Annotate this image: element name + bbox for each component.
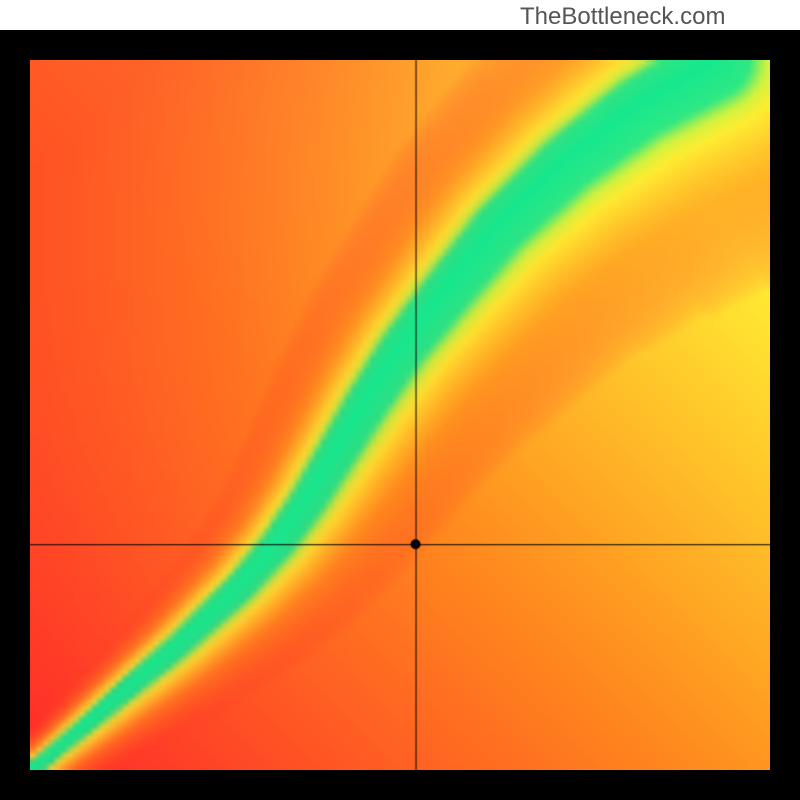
heatmap-canvas: [30, 60, 770, 770]
watermark: TheBottleneck.com: [520, 3, 725, 31]
